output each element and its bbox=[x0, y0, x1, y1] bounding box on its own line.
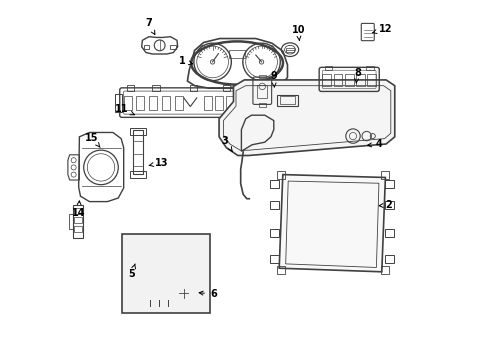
Bar bbox=[257, 85, 268, 98]
Bar bbox=[381, 171, 389, 179]
Text: 11: 11 bbox=[115, 104, 134, 115]
Bar bbox=[229, 50, 245, 58]
Bar bbox=[277, 95, 298, 106]
Text: 7: 7 bbox=[145, 18, 155, 35]
Text: 3: 3 bbox=[222, 136, 232, 151]
Polygon shape bbox=[219, 80, 395, 156]
Text: 5: 5 bbox=[128, 264, 135, 279]
Bar bbox=[152, 85, 160, 91]
Bar bbox=[247, 96, 255, 110]
Bar bbox=[74, 208, 81, 214]
Bar bbox=[130, 128, 147, 135]
Bar bbox=[259, 94, 265, 112]
Bar bbox=[122, 234, 210, 313]
Bar bbox=[277, 171, 285, 179]
Bar bbox=[222, 85, 230, 91]
Bar bbox=[246, 85, 253, 91]
Text: 10: 10 bbox=[292, 24, 305, 40]
Bar bbox=[286, 48, 294, 52]
Bar bbox=[259, 75, 266, 78]
Text: 8: 8 bbox=[354, 68, 361, 83]
Bar bbox=[367, 66, 373, 70]
Bar bbox=[116, 94, 122, 112]
Bar bbox=[130, 171, 147, 178]
Bar bbox=[136, 96, 145, 110]
Text: 2: 2 bbox=[379, 200, 392, 210]
Polygon shape bbox=[279, 175, 386, 272]
Bar bbox=[74, 226, 81, 232]
Bar bbox=[345, 74, 354, 86]
Bar bbox=[215, 96, 222, 110]
Bar bbox=[149, 96, 157, 110]
Bar bbox=[162, 96, 170, 110]
Bar bbox=[152, 240, 166, 247]
Bar bbox=[171, 45, 175, 49]
Bar bbox=[259, 103, 266, 107]
Bar bbox=[145, 303, 173, 308]
Bar bbox=[322, 74, 331, 86]
Bar bbox=[381, 266, 389, 274]
Bar bbox=[280, 96, 294, 104]
Bar bbox=[368, 74, 376, 86]
Bar bbox=[175, 96, 183, 110]
Text: 12: 12 bbox=[373, 24, 392, 34]
Text: 1: 1 bbox=[179, 56, 193, 66]
Bar bbox=[123, 96, 132, 110]
Bar bbox=[204, 96, 212, 110]
Text: 14: 14 bbox=[72, 201, 85, 218]
Text: 13: 13 bbox=[149, 158, 168, 168]
Text: 4: 4 bbox=[368, 139, 382, 149]
Bar bbox=[225, 96, 233, 110]
Bar bbox=[144, 45, 149, 49]
Text: 15: 15 bbox=[85, 132, 100, 148]
Bar bbox=[237, 96, 245, 110]
Bar bbox=[334, 74, 343, 86]
Bar bbox=[74, 217, 81, 223]
Bar bbox=[277, 266, 285, 274]
Bar bbox=[127, 85, 134, 91]
Bar bbox=[325, 66, 332, 70]
Bar bbox=[356, 74, 365, 86]
Bar bbox=[69, 214, 73, 229]
Text: 6: 6 bbox=[199, 289, 217, 299]
Bar bbox=[190, 85, 197, 91]
Text: 9: 9 bbox=[270, 71, 277, 87]
